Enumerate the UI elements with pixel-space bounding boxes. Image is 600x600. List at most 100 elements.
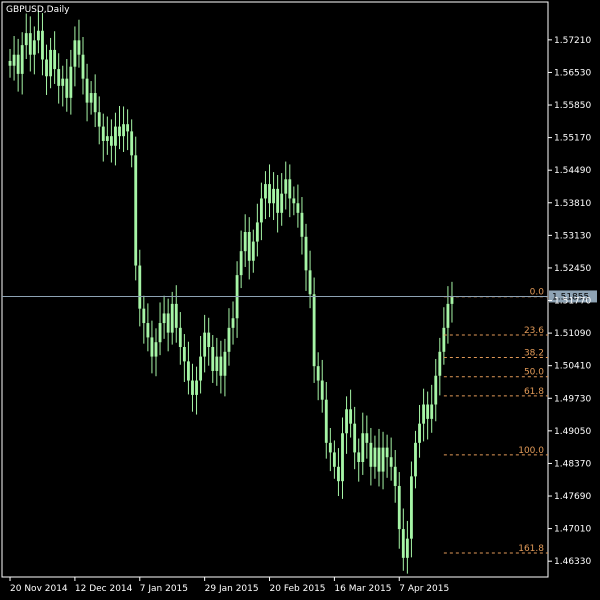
candle-body[interactable]: [93, 93, 97, 113]
candle-body[interactable]: [369, 442, 373, 467]
candle-body[interactable]: [36, 30, 40, 41]
candle-body[interactable]: [122, 124, 125, 137]
candle-body[interactable]: [227, 327, 231, 352]
candle-body[interactable]: [166, 313, 170, 333]
candle-body[interactable]: [434, 375, 438, 405]
candle-body[interactable]: [247, 232, 251, 261]
candle-body[interactable]: [328, 442, 332, 453]
candle-body[interactable]: [231, 318, 235, 328]
candle-body[interactable]: [130, 131, 134, 156]
candle-body[interactable]: [89, 93, 93, 103]
candle-body[interactable]: [191, 380, 194, 395]
candle-body[interactable]: [77, 40, 81, 55]
candle-body[interactable]: [377, 447, 381, 472]
candle-body[interactable]: [426, 404, 430, 419]
candle-body[interactable]: [401, 529, 405, 558]
candle-body[interactable]: [320, 380, 324, 400]
candle-body[interactable]: [414, 442, 417, 477]
candle-body[interactable]: [422, 404, 426, 424]
fibonacci-retracement[interactable]: 0.0 23.6 38.2 50.0 61.8 100.0 161.8 1.51855: [2, 288, 597, 554]
candle-body[interactable]: [207, 332, 211, 347]
candle-body[interactable]: [251, 241, 255, 261]
candle-body[interactable]: [259, 198, 263, 223]
candle-body[interactable]: [49, 49, 52, 77]
candle-body[interactable]: [296, 203, 300, 213]
candle-body[interactable]: [268, 184, 271, 204]
candle-body[interactable]: [304, 236, 308, 271]
candle-body[interactable]: [345, 409, 348, 434]
candle-body[interactable]: [450, 296, 454, 304]
candle-body[interactable]: [73, 40, 77, 67]
candle-body[interactable]: [211, 347, 215, 371]
candle-body[interactable]: [264, 184, 267, 199]
candle-body[interactable]: [65, 78, 69, 98]
candle-body[interactable]: [109, 136, 113, 146]
candle-body[interactable]: [219, 356, 223, 376]
candle-body[interactable]: [199, 356, 203, 381]
candle-body[interactable]: [61, 78, 65, 86]
candle-body[interactable]: [389, 457, 393, 467]
candle-body[interactable]: [353, 423, 357, 453]
candle-body[interactable]: [16, 54, 20, 74]
candle-body[interactable]: [430, 404, 434, 419]
candle-body[interactable]: [341, 433, 344, 482]
candle-body[interactable]: [134, 155, 138, 266]
candle-body[interactable]: [385, 447, 389, 458]
candle-body[interactable]: [195, 380, 198, 395]
candle-body[interactable]: [410, 476, 413, 539]
candle-body[interactable]: [158, 323, 162, 343]
candle-body[interactable]: [187, 361, 190, 381]
candle-body[interactable]: [182, 347, 186, 362]
candle-body[interactable]: [349, 409, 353, 424]
candle-body[interactable]: [142, 308, 146, 324]
candle-body[interactable]: [312, 294, 316, 367]
candle-body[interactable]: [442, 327, 446, 352]
candle-body[interactable]: [154, 342, 158, 357]
candle-body[interactable]: [308, 270, 312, 295]
candle-body[interactable]: [24, 33, 28, 46]
candle-body[interactable]: [365, 433, 369, 443]
candle-body[interactable]: [276, 188, 280, 213]
candle-body[interactable]: [243, 232, 247, 252]
candle-body[interactable]: [69, 66, 73, 98]
candle-body[interactable]: [255, 222, 259, 242]
candle-body[interactable]: [332, 452, 336, 467]
candle-body[interactable]: [8, 60, 12, 66]
candle-body[interactable]: [300, 212, 304, 237]
candle-body[interactable]: [146, 323, 150, 338]
candle-body[interactable]: [324, 399, 328, 443]
candle-body[interactable]: [114, 126, 117, 146]
candle-body[interactable]: [292, 198, 296, 204]
candle-body[interactable]: [397, 485, 401, 530]
candle-body[interactable]: [32, 40, 36, 55]
candle-body[interactable]: [162, 313, 166, 324]
candle-body[interactable]: [45, 59, 48, 77]
candle-body[interactable]: [272, 188, 275, 204]
candle-body[interactable]: [381, 447, 385, 472]
candle-body[interactable]: [85, 78, 89, 103]
candle-body[interactable]: [12, 54, 16, 66]
candle-body[interactable]: [361, 433, 365, 462]
candle-body[interactable]: [105, 136, 109, 141]
candle-body[interactable]: [150, 337, 154, 357]
candle-body[interactable]: [438, 351, 442, 376]
candle-body[interactable]: [41, 30, 44, 60]
candle-body[interactable]: [337, 466, 340, 482]
candle-body[interactable]: [280, 193, 284, 213]
candle-body[interactable]: [57, 69, 61, 86]
candle-body[interactable]: [170, 303, 174, 333]
candle-body[interactable]: [178, 327, 182, 347]
candle-body[interactable]: [393, 466, 397, 486]
candle-body[interactable]: [284, 179, 288, 194]
candle-body[interactable]: [373, 447, 377, 467]
candle-body[interactable]: [288, 179, 292, 199]
candle-body[interactable]: [97, 112, 101, 127]
candle-body[interactable]: [53, 49, 57, 70]
candle-body[interactable]: [215, 356, 219, 371]
candle-body[interactable]: [174, 303, 178, 328]
candle-body[interactable]: [239, 251, 243, 276]
candle-body[interactable]: [126, 124, 130, 132]
candle-body[interactable]: [357, 452, 361, 462]
candle-body[interactable]: [418, 423, 421, 443]
